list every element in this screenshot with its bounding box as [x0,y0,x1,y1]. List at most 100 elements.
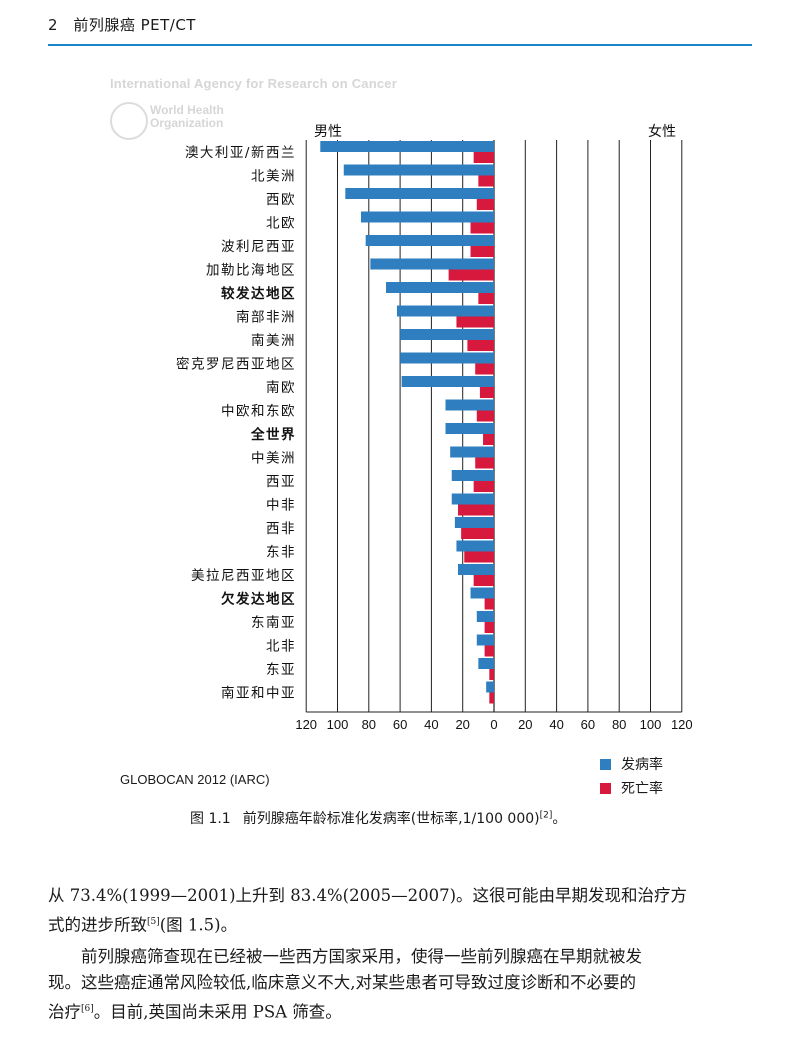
caption-ref: [2] [539,810,553,821]
x-tick-label: 80 [362,717,376,732]
mortality-bar [461,528,494,539]
mortality-bar [483,434,494,445]
incidence-bar [360,211,494,223]
figure-number: 图 1.1 [190,811,231,827]
legend-swatch-incidence [600,758,611,770]
mortality-bar [489,692,494,704]
mortality-bar [470,222,494,234]
who-logo-icon [110,102,148,140]
who-name: World Health Organization [150,103,224,130]
category-label: 北非 [266,639,296,655]
category-label: 全世界 [250,426,296,443]
mortality-bar [475,363,494,375]
incidence-bar [320,141,494,152]
x-tick-label: 100 [640,717,662,732]
category-label: 西欧 [266,192,296,208]
x-tick-label: 100 [327,717,349,732]
incidence-butterfly-chart: 120 100 80 60 40 20 0 20 40 60 80 100 120 男性 女性澳大利亚/新西… [176,123,693,732]
category-label: 南美洲 [251,333,296,349]
incidence-bar [445,399,494,411]
mortality-bar [478,175,494,187]
chart-source: GLOBOCAN 2012 (IARC) [120,772,270,787]
mortality-bar [456,316,494,328]
male-label: 男性 [314,124,342,140]
mortality-bar [478,293,494,304]
incidence-bar [445,423,494,434]
category-label: 澳大利亚/新西兰 [185,145,296,161]
incidence-bar [400,352,494,364]
category-label: 东非 [266,545,296,561]
incidence-bar [476,634,494,646]
category-label: 中非 [266,498,296,514]
citation-ref: [5] [147,917,160,927]
mortality-bar [476,199,494,210]
citation-ref: [6] [81,1004,94,1014]
category-label: 加勒比海地区 [206,263,296,279]
x-tick-label: 80 [612,717,626,732]
mortality-bar [484,622,494,633]
legend-swatch-mortality [600,782,611,794]
paragraph-1-line-2: 式的进步所致[5](图 1.5)。 [48,915,238,935]
category-label: 西非 [266,521,296,537]
mortality-bar [473,575,494,586]
paragraph-2: 前列腺癌筛查现在已经被一些西方国家采用，使得一些前列腺癌在早期就被发 现。这些癌… [48,944,752,1026]
iarc-watermark: International Agency for Research on Can… [110,76,397,140]
running-header: 2 前列腺癌 PET/CT [48,14,196,35]
mortality-bar [489,669,494,680]
mortality-bar [470,246,494,257]
incidence-bar [486,681,494,693]
category-label: 南欧 [266,380,296,396]
x-tick-label: 40 [549,717,563,732]
x-tick-label: 0 [490,717,497,732]
mortality-bar [476,410,494,422]
incidence-bar [456,540,494,552]
mortality-bar [448,269,494,281]
category-label: 南部非洲 [236,310,296,326]
category-label: 中欧和东欧 [221,404,296,420]
category-label: 美拉尼西亚地区 [191,568,296,584]
x-tick-label: 20 [455,717,469,732]
figure-caption: 图 1.1 前列腺癌年龄标准化发病率(世标率,1/100 000)[2]。 [190,810,567,827]
chart-legend: 发病率 死亡率 [600,752,663,800]
mortality-bar [473,152,494,163]
category-label: 较发达地区 [221,285,296,302]
incidence-bar [370,258,494,270]
paragraph-2-line-2: 现。这些癌症通常风险较低,临床意义不大,对某些患者可导致过度诊断和不必要的 [48,973,636,992]
mortality-bar [484,645,494,657]
x-tick-label: 60 [393,717,407,732]
category-label: 中美洲 [251,451,296,467]
category-label: 波利尼西亚 [221,239,296,255]
incidence-bar [343,164,494,176]
paragraph-2-line-3: 治疗[6]。目前,英国尚未采用 PSA 筛查。 [48,1002,342,1022]
legend-item-mortality: 死亡率 [600,776,663,800]
incidence-bar [401,376,494,387]
category-label: 南亚和中亚 [221,686,296,702]
mortality-bar [458,504,494,516]
incidence-bar [478,658,494,669]
mortality-bar [475,457,494,469]
female-label: 女性 [648,123,676,140]
running-title: 前列腺癌 PET/CT [73,16,196,34]
mortality-bar [473,481,494,492]
incidence-bar [470,587,494,599]
category-label: 欠发达地区 [221,591,296,608]
x-tick-label: 120 [671,717,693,732]
paragraph-1-line-1: 从 73.4%(1999—2001)上升到 83.4%(2005—2007)。这… [48,886,688,905]
incidence-bar [451,470,494,481]
mortality-bar [484,598,494,610]
x-tick-label: 120 [295,717,317,732]
incidence-bar [451,493,494,505]
incidence-bar [400,329,494,340]
incidence-bar [396,305,494,317]
caption-text: 前列腺癌年龄标准化发病率(世标率,1/100 000) [242,811,540,827]
category-label: 东南亚 [251,615,296,631]
x-tick-label: 60 [581,717,595,732]
x-tick-label: 20 [518,717,532,732]
page-number: 2 [48,16,59,34]
category-label: 西亚 [266,474,296,490]
header-rule [48,44,752,46]
legend-label-mortality: 死亡率 [621,781,663,797]
incidence-bar [454,517,494,528]
mortality-bar [464,551,494,563]
incidence-bar [476,611,494,622]
